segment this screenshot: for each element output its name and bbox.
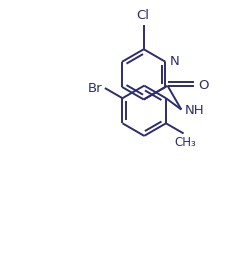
Text: Cl: Cl bbox=[136, 9, 149, 22]
Text: N: N bbox=[170, 55, 180, 68]
Text: O: O bbox=[198, 78, 209, 91]
Text: CH₃: CH₃ bbox=[174, 136, 196, 149]
Text: Br: Br bbox=[88, 82, 102, 94]
Text: NH: NH bbox=[185, 104, 204, 117]
